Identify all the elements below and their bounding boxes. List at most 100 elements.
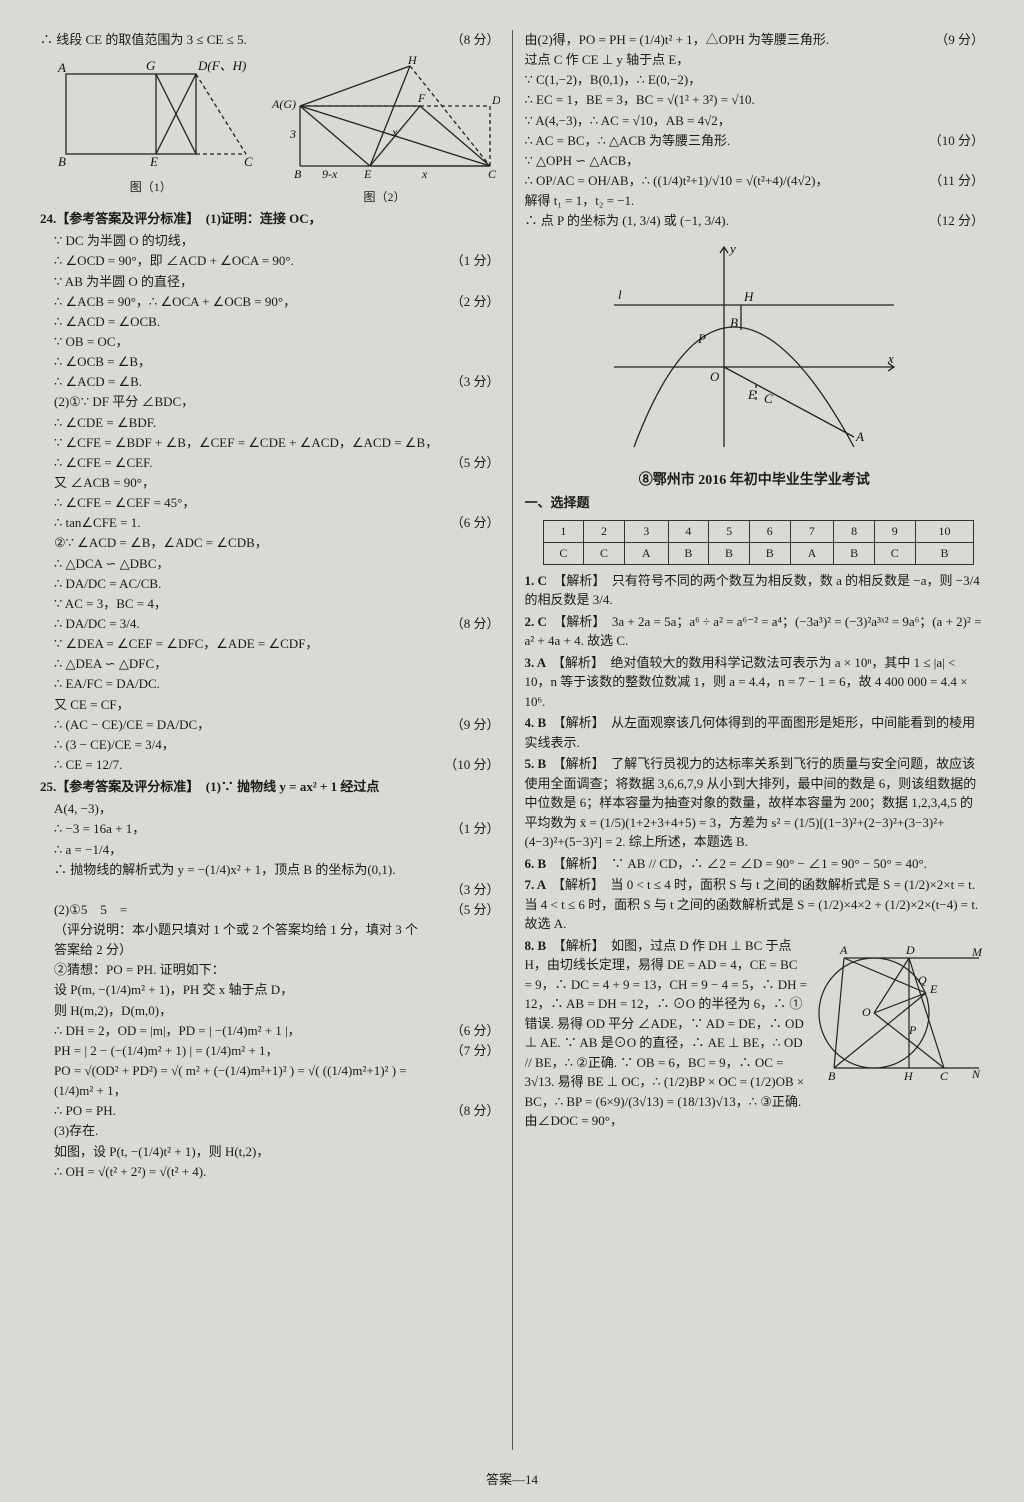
pf-x: x	[887, 351, 894, 366]
analysis-item: A D M E Q O P B H C N 8. B 【解析】 如图，过点 D …	[525, 936, 985, 1131]
q24-line: ∴ tan∠CFE = 1.（6 分）	[40, 513, 500, 533]
answer-num-cell: 10	[915, 520, 974, 542]
answer-val-cell: B	[915, 542, 974, 564]
figure-1-box: A B C D(F、H) E G 图（1）	[40, 56, 262, 205]
answer-num-cell: 4	[668, 520, 709, 542]
parabola-wrap: l H B P O E C A x y	[525, 237, 985, 457]
answer-num-cell: 9	[874, 520, 915, 542]
analysis-item: 3. A 【解析】 绝对值较大的数用科学记数法可表示为 a × 10ⁿ，其中 1…	[525, 653, 985, 712]
svg-text:E: E	[929, 982, 938, 996]
q24-line: ∵ OB = OC，	[40, 332, 500, 352]
answer-val-cell: A	[790, 542, 834, 564]
fig2-9mx: 9-x	[322, 167, 338, 181]
svg-text:B: B	[828, 1069, 836, 1083]
answer-num-cell: 2	[584, 520, 625, 542]
fig2-D: D	[491, 93, 500, 107]
q25-line: ∴ a = −1/4，	[40, 840, 500, 860]
fig1-D: D(F、H)	[197, 58, 246, 73]
fig1-C: C	[244, 154, 253, 169]
q25-line: ∴ DH = 2，OD = |m|，PD = | −(1/4)m² + 1 |，…	[40, 1021, 500, 1041]
svg-text:A: A	[839, 943, 848, 957]
q24-line: ∵ AB 为半圆 O 的直径，	[40, 272, 500, 292]
fig2-3: 3	[289, 127, 296, 141]
q25-line: 则 H(m,2)，D(m,0)，	[40, 1001, 500, 1021]
q25-line: A(4, −3)，	[40, 799, 500, 819]
right-top-line: ∵ A(4,−3)，∴ AC = √10，AB = 4√2，	[525, 111, 985, 131]
q25-body: A(4, −3)，∴ −3 = 16a + 1，（1 分）∴ a = −1/4，…	[40, 799, 500, 1182]
svg-text:N: N	[971, 1067, 981, 1081]
right-top-line: ∵ C(1,−2)，B(0,1)，∴ E(0,−2)，	[525, 70, 985, 90]
svg-text:M: M	[971, 945, 983, 959]
figure-1-svg: A B C D(F、H) E G	[46, 56, 256, 176]
svg-text:H: H	[903, 1069, 914, 1083]
analyses-block: 1. C 【解析】 只有符号不同的两个数互为相反数，数 a 的相反数是 −a，则…	[525, 571, 985, 1133]
q24-line: ∴ CE = 12/7.（10 分）	[40, 755, 500, 775]
ce-range-line: ∴ 线段 CE 的取值范围为 3 ≤ CE ≤ 5. （8 分）	[40, 30, 500, 50]
q24-line: ∵ DC 为半圆 O 的切线，	[40, 231, 500, 251]
answer-vals-row: CCABBBABCB	[543, 542, 974, 564]
answer-val-cell: B	[749, 542, 790, 564]
pf-H: H	[743, 289, 754, 304]
page-columns: ∴ 线段 CE 的取值范围为 3 ≤ CE ≤ 5. （8 分） A	[40, 30, 984, 1450]
fig2-x2: x	[421, 167, 428, 181]
right-top-line: ∴ OP/AC = OH/AB，∴ ((1/4)t²+1)/√10 = √(t²…	[525, 171, 985, 191]
answer-val-cell: B	[834, 542, 875, 564]
q24-line: ∴ DA/DC = 3/4.（8 分）	[40, 614, 500, 634]
q25-head: 25.【参考答案及评分标准】 (1)∵ 抛物线 y = ax² + 1 经过点	[40, 777, 500, 797]
right-top-lines: 由(2)得，PO = PH = (1/4)t² + 1，△OPH 为等腰三角形.…	[525, 30, 985, 231]
fig1-E: E	[149, 154, 158, 169]
fig1-label: 图（1）	[130, 178, 172, 195]
q25-line: PO = √(OD² + PD²) = √( m² + (−(1/4)m²+1)…	[40, 1061, 500, 1081]
q25-line: 如图，设 P(t, −(1/4)t² + 1)，则 H(t,2)，	[40, 1142, 500, 1162]
pf-O: O	[710, 369, 720, 384]
answer-nums-row: 12345678910	[543, 520, 974, 542]
fig2-F: F	[417, 91, 426, 105]
pf-y: y	[728, 241, 736, 256]
ce-range-score: （8 分）	[451, 30, 500, 50]
q25-line: 答案给 2 分）	[40, 940, 500, 960]
q25-line: （3 分）	[40, 880, 500, 900]
right-top-line: 解得 t₁ = 1，t₂ = −1.	[525, 191, 985, 211]
fig1-G: G	[146, 58, 156, 73]
fig2-B: B	[294, 167, 302, 181]
pf-l: l	[618, 287, 622, 302]
right-top-line: 过点 C 作 CE ⊥ y 轴于点 E，	[525, 50, 985, 70]
svg-text:D: D	[905, 943, 915, 957]
figure-2-svg: H A(G) B C D E F 3 9-x x x	[270, 56, 500, 186]
pf-A: A	[855, 429, 864, 444]
q24-line: ∵ AC = 3，BC = 4，	[40, 594, 500, 614]
figure-2-box: H A(G) B C D E F 3 9-x x x 图（2）	[270, 56, 500, 205]
right-top-line: ∴ AC = BC，∴ △ACB 为等腰三角形.（10 分）	[525, 131, 985, 151]
svg-text:O: O	[862, 1005, 871, 1019]
right-top-line: ∴ 点 P 的坐标为 (1, 3/4) 或 (−1, 3/4).（12 分）	[525, 211, 985, 231]
column-divider	[512, 30, 513, 1450]
fig1-A: A	[57, 60, 66, 75]
exam-title: ⑧鄂州市 2016 年初中毕业生学业考试	[525, 469, 985, 489]
answer-num-cell: 6	[749, 520, 790, 542]
answer-val-cell: B	[709, 542, 750, 564]
analysis-item: 4. B 【解析】 从左面观察该几何体得到的平面图形是矩形，中间能看到的棱用实线…	[525, 713, 985, 752]
q25-line: PH = | 2 − (−(1/4)m² + 1) | = (1/4)m² + …	[40, 1041, 500, 1061]
answer-num-cell: 3	[624, 520, 668, 542]
pf-E: E	[747, 387, 756, 402]
q24-line: ∴ △DCA ∽ △DBC，	[40, 554, 500, 574]
q25-line: ∴ PO = PH.（8 分）	[40, 1101, 500, 1121]
pf-B: B	[730, 315, 738, 330]
answer-val-cell: A	[624, 542, 668, 564]
q24-line: ∴ (AC − CE)/CE = DA/DC，（9 分）	[40, 715, 500, 735]
answer-num-cell: 8	[834, 520, 875, 542]
q24-line: ∴ ∠ACB = 90°，∴ ∠OCA + ∠OCB = 90°，（2 分）	[40, 292, 500, 312]
analysis-item: 5. B 【解析】 了解飞行员视力的达标率关系到飞行的质量与安全问题，故应该使用…	[525, 754, 985, 852]
answer-val-cell: C	[584, 542, 625, 564]
fig2-A: A(G)	[271, 97, 296, 111]
q24-line: 又 CE = CF，	[40, 695, 500, 715]
ce-range-text: ∴ 线段 CE 的取值范围为 3 ≤ CE ≤ 5.	[40, 32, 247, 47]
figure-row: A B C D(F、H) E G 图（1）	[40, 56, 500, 205]
page-footer: 答案—14	[0, 1469, 1024, 1488]
q25-line: 设 P(m, −(1/4)m² + 1)，PH 交 x 轴于点 D，	[40, 980, 500, 1000]
analysis-item: 2. C 【解析】 3a + 2a = 5a；a⁶ ÷ a² = a⁶⁻² = …	[525, 612, 985, 651]
q24-line: ∴ ∠CDE = ∠BDF.	[40, 413, 500, 433]
right-top-line: ∵ △OPH ∽ △ACB，	[525, 151, 985, 171]
answer-val-cell: C	[543, 542, 584, 564]
svg-text:P: P	[908, 1023, 917, 1037]
